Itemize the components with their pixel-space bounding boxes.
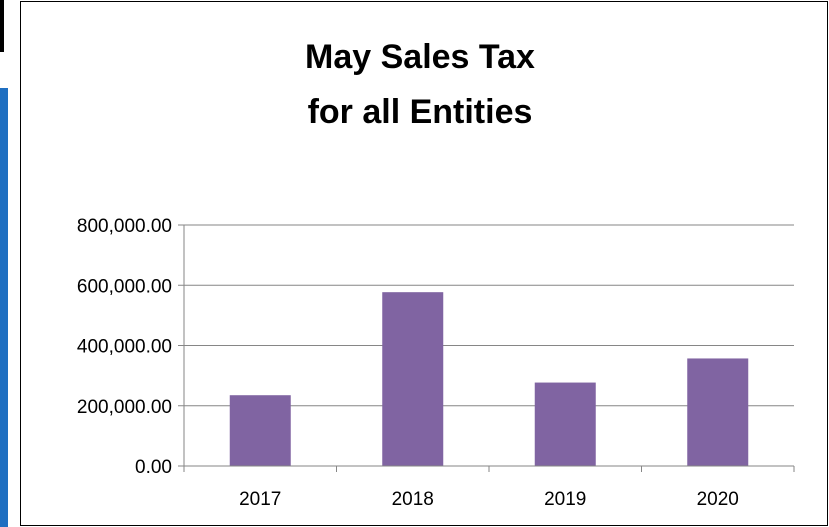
left-accent-bar: [0, 88, 8, 527]
x-tick-label-2018: 2018: [392, 489, 434, 510]
chart-title-line-1: May Sales Tax: [305, 38, 535, 76]
y-tick-label-2: 400,000.00: [77, 337, 172, 358]
bar-2018: [382, 292, 444, 466]
bar-2019: [534, 382, 596, 466]
left-edge-mark: [0, 0, 4, 52]
chart-title-line-2: for all Entities: [308, 93, 533, 131]
x-tick-label-2017: 2017: [239, 489, 281, 510]
y-tick-label-3: 600,000.00: [77, 276, 172, 297]
y-tick-label-0: 0.00: [135, 457, 172, 478]
y-tick-label-4: 800,000.00: [77, 216, 172, 237]
y-tick-label-1: 200,000.00: [77, 397, 172, 418]
bar-2017: [229, 395, 291, 466]
x-tick-label-2019: 2019: [544, 489, 586, 510]
bar-2020: [687, 358, 749, 466]
x-tick-label-2020: 2020: [697, 489, 739, 510]
